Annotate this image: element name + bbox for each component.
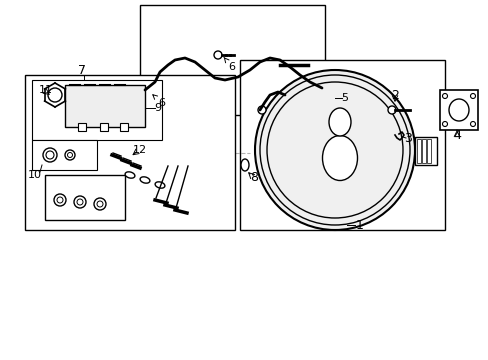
Bar [65,85,145,127]
Circle shape [74,196,86,208]
Ellipse shape [328,108,350,136]
Bar [414,137,436,165]
Circle shape [469,94,474,99]
Bar [140,5,325,115]
Bar [240,60,444,230]
Bar [421,139,425,163]
Text: 9: 9 [154,103,161,113]
Text: 11: 11 [39,85,53,95]
Ellipse shape [448,99,468,121]
Text: 5: 5 [341,93,348,103]
Ellipse shape [155,182,164,188]
Bar [25,75,235,230]
Circle shape [469,122,474,126]
Ellipse shape [140,177,150,183]
Circle shape [387,106,395,114]
Text: 2: 2 [390,89,398,102]
Ellipse shape [241,159,248,171]
Circle shape [54,194,66,206]
Text: 7: 7 [78,63,86,77]
Bar [78,123,86,131]
Text: 6: 6 [224,57,235,72]
Bar [32,80,162,140]
Text: 4: 4 [452,129,460,141]
Bar [439,90,477,130]
Circle shape [442,94,447,99]
Ellipse shape [125,172,135,178]
Bar [416,139,420,163]
Circle shape [43,148,57,162]
Ellipse shape [322,135,357,180]
Bar [45,175,125,220]
Circle shape [214,51,222,59]
Text: 10: 10 [28,170,42,180]
Bar [32,140,97,170]
Circle shape [65,150,75,160]
Bar [426,139,430,163]
Circle shape [94,198,106,210]
Circle shape [48,88,62,102]
Circle shape [442,122,447,126]
Bar [120,123,128,131]
Text: 12: 12 [133,145,147,155]
Text: 1: 1 [355,219,363,231]
Circle shape [254,70,414,230]
Circle shape [258,106,265,114]
Text: 3: 3 [403,131,411,144]
Circle shape [325,93,334,103]
Text: 8: 8 [249,171,258,184]
Circle shape [147,83,157,93]
Text: 6: 6 [152,95,165,108]
Bar [100,123,108,131]
Bar [280,61,307,69]
